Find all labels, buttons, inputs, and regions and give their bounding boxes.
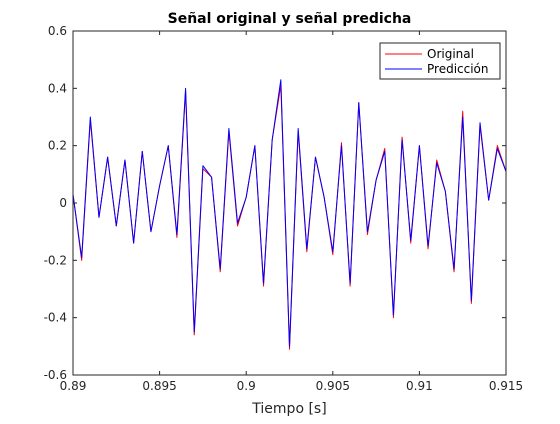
y-tick-label: -0.4 xyxy=(44,311,67,325)
y-tick-label: 0 xyxy=(59,196,67,210)
plot-area xyxy=(73,31,506,375)
y-tick-label: 0.2 xyxy=(48,139,67,153)
legend-label-original: Original xyxy=(427,47,474,61)
y-tick-label: -0.2 xyxy=(44,253,67,267)
x-tick-label: 0.905 xyxy=(316,379,350,393)
y-tick-label: 0.6 xyxy=(48,24,67,38)
ticks-layer: 0.89 0.895 0.9 0.905 0.91 0.915 -0.6 -0.4 -0.2 0 0… xyxy=(44,24,524,393)
y-tick-label: 0.4 xyxy=(48,81,67,95)
x-tick-label: 0.9 xyxy=(237,379,256,393)
x-axis-label: Tiempo [s] xyxy=(251,401,326,417)
x-tick-label: 0.915 xyxy=(489,379,523,393)
legend-box xyxy=(379,42,501,80)
legend-label-prediccion: Predicción xyxy=(427,62,489,76)
x-tick-label: 0.895 xyxy=(142,379,176,393)
x-tick-label: 0.89 xyxy=(60,379,87,393)
series-layer xyxy=(72,79,507,350)
series-line-prediccion xyxy=(72,79,507,347)
y-tick-label: -0.6 xyxy=(44,368,67,382)
chart-title: Señal original y señal predicha xyxy=(168,11,412,27)
x-tick-label: 0.91 xyxy=(406,379,433,393)
legend: Original Predicción xyxy=(379,42,501,80)
